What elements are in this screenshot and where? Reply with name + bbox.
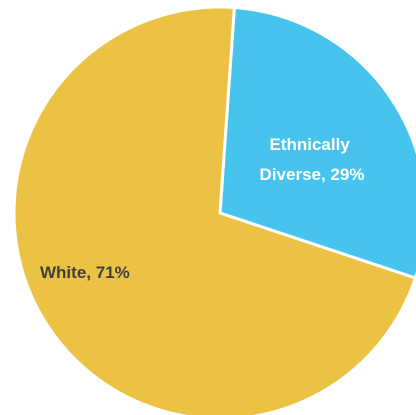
- slice-label-white: White, 71%: [40, 263, 130, 282]
- slice-label-ethnically-diverse-line2: Diverse, 29%: [260, 165, 365, 184]
- slice-label-white-line1: White, 71%: [40, 263, 130, 282]
- slice-label-ethnically-diverse-line1: Ethnically: [269, 135, 350, 154]
- slices-layer: [14, 7, 416, 415]
